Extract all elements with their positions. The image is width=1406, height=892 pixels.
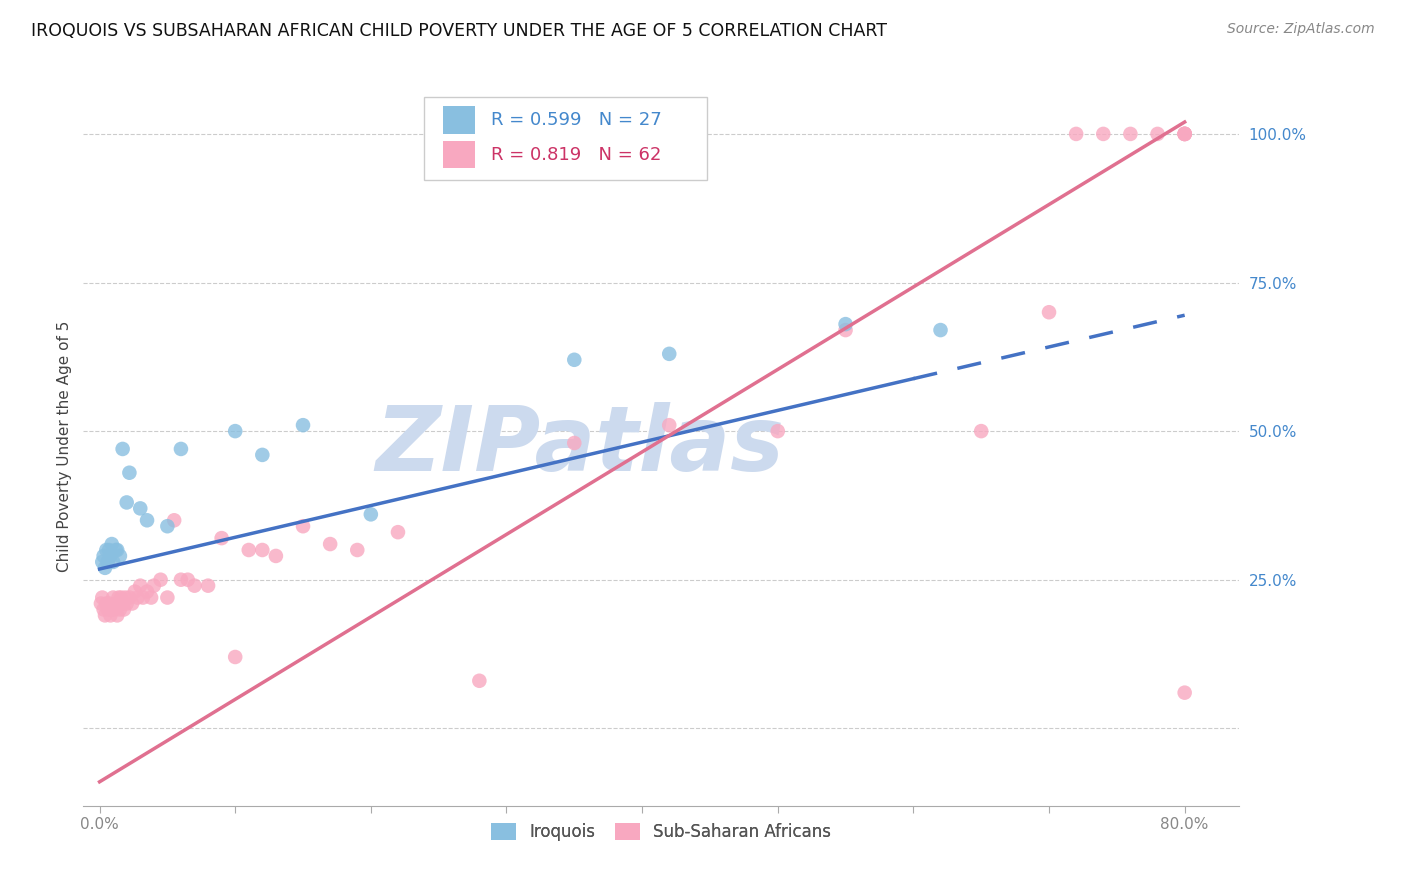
Point: [1174, 127, 1197, 141]
Point: [121, 597, 143, 611]
Point: [1174, 127, 1197, 141]
Point: [118, 466, 141, 480]
Point: [562, 352, 585, 367]
Point: [124, 584, 146, 599]
Point: [170, 442, 193, 456]
Point: [100, 608, 122, 623]
Point: [1146, 127, 1168, 141]
Point: [224, 650, 246, 665]
Point: [658, 347, 681, 361]
Point: [104, 543, 127, 558]
Point: [94, 561, 117, 575]
Point: [170, 573, 193, 587]
Point: [94, 608, 117, 623]
Point: [110, 591, 132, 605]
Point: [105, 543, 128, 558]
Point: [319, 537, 342, 551]
Point: [658, 418, 681, 433]
Point: [114, 591, 136, 605]
Point: [1064, 127, 1087, 141]
Point: [929, 323, 952, 337]
Point: [292, 418, 315, 433]
Point: [100, 537, 122, 551]
Point: [136, 584, 159, 599]
Point: [360, 508, 382, 522]
Point: [211, 531, 233, 545]
Text: R = 0.599   N = 27: R = 0.599 N = 27: [491, 112, 662, 129]
Point: [132, 591, 155, 605]
Point: [127, 591, 149, 605]
Point: [111, 597, 134, 611]
Text: IROQUOIS VS SUBSAHARAN AFRICAN CHILD POVERTY UNDER THE AGE OF 5 CORRELATION CHAR: IROQUOIS VS SUBSAHARAN AFRICAN CHILD POV…: [31, 22, 887, 40]
Point: [156, 519, 179, 533]
Point: [252, 543, 274, 558]
Point: [129, 501, 152, 516]
Text: ZIPatlas: ZIPatlas: [375, 402, 785, 490]
Point: [183, 579, 205, 593]
Point: [139, 591, 162, 605]
Y-axis label: Child Poverty Under the Age of 5: Child Poverty Under the Age of 5: [58, 320, 72, 572]
Point: [1038, 305, 1060, 319]
Legend: Iroquois, Sub-Saharan Africans: Iroquois, Sub-Saharan Africans: [484, 816, 838, 847]
Point: [1174, 127, 1197, 141]
Point: [101, 591, 124, 605]
Point: [93, 549, 115, 563]
Point: [115, 597, 138, 611]
Point: [468, 673, 491, 688]
Point: [111, 442, 134, 456]
Point: [1092, 127, 1115, 141]
Text: R = 0.819   N = 62: R = 0.819 N = 62: [491, 145, 662, 164]
Point: [1174, 127, 1197, 141]
Point: [108, 602, 131, 616]
Point: [224, 424, 246, 438]
Point: [129, 579, 152, 593]
Point: [177, 573, 200, 587]
Point: [115, 495, 138, 509]
Point: [93, 602, 115, 616]
Point: [91, 555, 114, 569]
Point: [142, 579, 165, 593]
Point: [387, 525, 409, 540]
Point: [834, 323, 856, 337]
Point: [107, 591, 129, 605]
Point: [562, 436, 585, 450]
Point: [264, 549, 287, 563]
Point: [97, 602, 120, 616]
Point: [1174, 686, 1197, 700]
Point: [91, 591, 114, 605]
Point: [98, 543, 121, 558]
Point: [108, 549, 131, 563]
Point: [163, 513, 186, 527]
Point: [292, 519, 315, 533]
Point: [98, 597, 121, 611]
Point: [346, 543, 368, 558]
Point: [156, 591, 179, 605]
Point: [149, 573, 172, 587]
Point: [834, 317, 856, 331]
Point: [90, 597, 112, 611]
FancyBboxPatch shape: [443, 106, 475, 134]
Point: [136, 513, 159, 527]
Point: [97, 555, 120, 569]
Point: [101, 555, 124, 569]
Point: [104, 597, 127, 611]
FancyBboxPatch shape: [443, 141, 475, 169]
Point: [1174, 127, 1197, 141]
Point: [100, 549, 122, 563]
Point: [118, 591, 141, 605]
Point: [197, 579, 219, 593]
Point: [766, 424, 789, 438]
Text: Source: ZipAtlas.com: Source: ZipAtlas.com: [1227, 22, 1375, 37]
Point: [1119, 127, 1142, 141]
Point: [96, 543, 118, 558]
FancyBboxPatch shape: [425, 97, 707, 180]
Point: [252, 448, 274, 462]
Point: [112, 602, 135, 616]
Point: [238, 543, 260, 558]
Point: [96, 597, 118, 611]
Point: [103, 602, 125, 616]
Point: [970, 424, 993, 438]
Point: [100, 602, 122, 616]
Point: [105, 608, 128, 623]
